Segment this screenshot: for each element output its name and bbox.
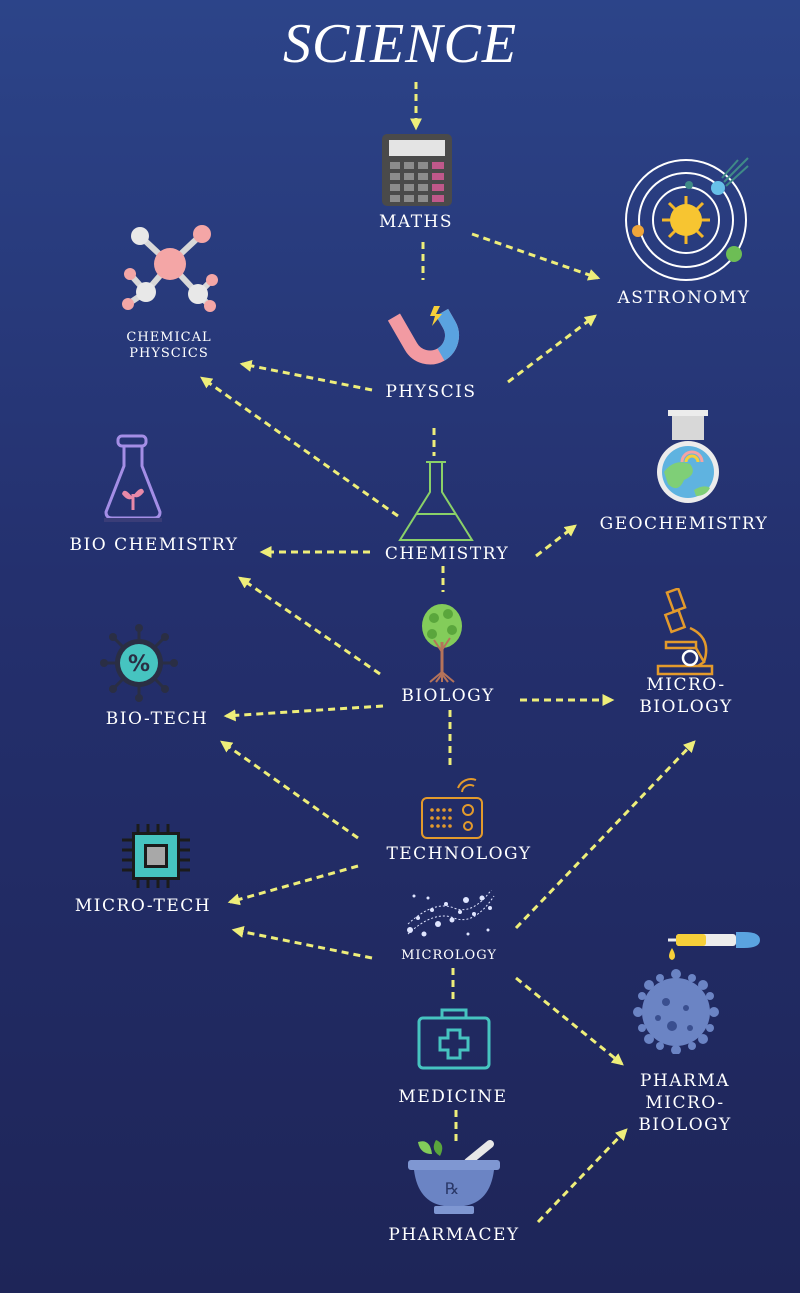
arrow-physics-astronomy — [507, 314, 597, 384]
molecule-icon — [122, 225, 218, 312]
virus-icon: % — [100, 624, 178, 702]
svg-text:℞: ℞ — [445, 1179, 459, 1198]
node-chemical-physics-line1: CHEMICAL — [126, 330, 212, 345]
node-microbiology: MICRO- BIOLOGY — [639, 674, 732, 718]
node-pharma-line3: BIOLOGY — [638, 1115, 732, 1135]
node-physics: PHYSCIS — [385, 382, 477, 402]
mortar-pestle-icon: ℞ — [408, 1140, 500, 1214]
microscope-icon — [656, 588, 714, 676]
dropper-bacteria-icon — [633, 932, 760, 1054]
diagram-title: SCIENCE — [282, 13, 518, 75]
node-pharma-line2: MICRO- — [645, 1093, 725, 1113]
plant-flask-icon — [104, 434, 162, 522]
node-bio-chemistry: BIO CHEMISTRY — [69, 535, 239, 555]
node-pharma-microbiology: PHARMA MICRO- BIOLOGY — [638, 1070, 731, 1136]
arrow-micrology-micro-tech — [231, 926, 373, 960]
node-medicine: MEDICINE — [398, 1087, 508, 1107]
node-pharma-line1: PHARMA — [639, 1071, 731, 1091]
arrow-technology-bio-tech — [220, 740, 359, 840]
node-astronomy: ASTRONOMY — [617, 288, 751, 308]
arrow-micrology-microbiology — [514, 740, 696, 930]
earth-flask-icon — [657, 410, 719, 503]
node-micrology: MICROLOGY — [401, 948, 497, 963]
node-geochemistry: GEOCHEMISTRY — [599, 514, 769, 534]
arrow-biology-bio-tech — [223, 704, 384, 722]
node-chemical-physics: CHEMICAL PHYSCICS — [126, 330, 211, 362]
node-microbiology-line2: BIOLOGY — [639, 697, 733, 717]
arrow-chemistry-geochemistry — [535, 524, 577, 558]
svg-text:%: % — [128, 652, 150, 677]
node-bio-tech: BIO-TECH — [105, 709, 209, 729]
chip-icon — [122, 824, 190, 888]
arrow-biology-bio-chemistry — [238, 576, 381, 676]
arrow-physics-chemical-physics — [239, 359, 373, 392]
medical-kit-icon — [417, 1008, 491, 1070]
arrow-micrology-pharma-microbiology — [515, 976, 624, 1066]
flask-icon — [398, 461, 474, 541]
arrow-pharmacey-pharma-microbiology — [536, 1128, 628, 1224]
radio-icon — [421, 778, 483, 839]
node-pharmacey: PHARMACEY — [388, 1225, 520, 1245]
arrow-chemistry-chemical-physics — [200, 376, 399, 518]
tree-icon — [422, 604, 462, 683]
dna-particles-icon — [407, 890, 495, 937]
arrow-maths-astronomy — [471, 232, 601, 281]
calculator-icon — [382, 134, 452, 206]
node-chemical-physics-line2: PHYSCICS — [129, 346, 209, 361]
node-maths: MATHS — [378, 212, 454, 232]
arrow-technology-micro-tech — [227, 864, 359, 906]
node-microbiology-line1: MICRO- — [646, 675, 726, 695]
node-technology: TECHNOLOGY — [386, 844, 532, 864]
magnet-icon — [388, 306, 459, 365]
node-chemistry: CHEMISTRY — [384, 544, 510, 564]
node-biology: BIOLOGY — [401, 686, 495, 706]
solar-system-icon — [625, 157, 749, 281]
node-micro-tech: MICRO-TECH — [74, 896, 212, 916]
